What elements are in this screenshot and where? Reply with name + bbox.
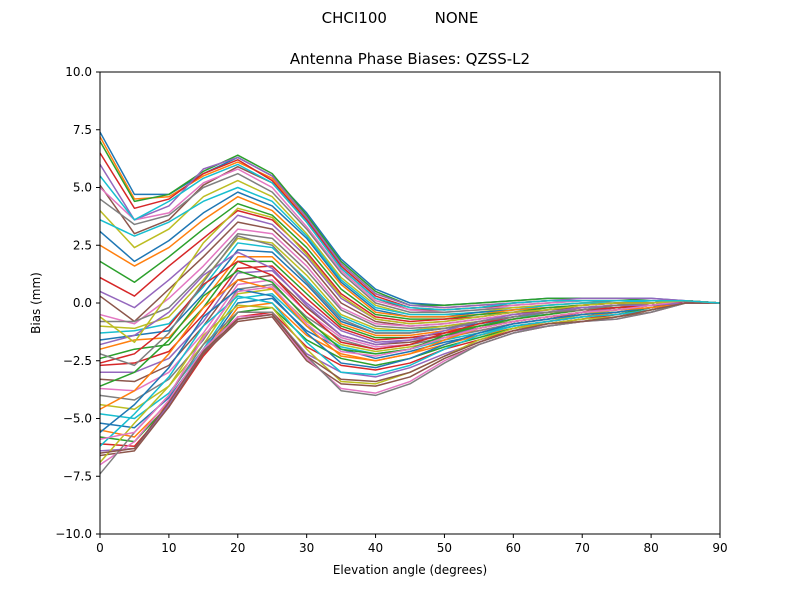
series-line-1 (99, 131, 721, 307)
y-axis-label: Bias (mm) (29, 272, 43, 334)
y-tick-label: −5.0 (63, 412, 92, 426)
x-tick-label: 50 (437, 541, 452, 555)
series-line-38 (99, 302, 720, 475)
y-tick-label: 7.5 (73, 123, 92, 137)
y-tick-label: 5.0 (73, 181, 92, 195)
y-tick-label: 0.0 (73, 296, 92, 310)
y-tick-label: −7.5 (63, 469, 92, 483)
series-layer (99, 131, 721, 475)
y-tick-label: −2.5 (63, 354, 92, 368)
y-tick-label: 10.0 (65, 65, 92, 79)
chart-title: Antenna Phase Biases: QZSS-L2 (290, 50, 530, 68)
y-tick-label: −10.0 (55, 527, 92, 541)
x-tick-label: 0 (96, 541, 104, 555)
x-tick-label: 70 (575, 541, 590, 555)
x-tick-label: 80 (643, 541, 658, 555)
series-line-47 (99, 286, 721, 441)
series-line-48 (99, 235, 721, 367)
x-tick-label: 90 (712, 541, 727, 555)
y-axis: −10.0 −7.5 −5.0 −2.5 0.0 2.5 5.0 7.5 10.0 (55, 65, 100, 541)
series-line-50 (99, 163, 721, 311)
x-tick-label: 40 (368, 541, 383, 555)
series-line-41 (99, 288, 720, 433)
series-line-5 (99, 156, 721, 309)
x-tick-label: 10 (161, 541, 176, 555)
series-line-44 (99, 260, 720, 364)
series-line-49 (99, 207, 721, 344)
x-axis: 0 10 20 30 40 50 60 70 80 90 (96, 534, 728, 555)
y-tick-label: 2.5 (73, 238, 92, 252)
x-tick-label: 30 (299, 541, 314, 555)
x-tick-label: 20 (230, 541, 245, 555)
figure-suptitle: CHCI100 NONE (321, 9, 479, 27)
series-line-46 (99, 302, 720, 454)
series-line-3 (99, 140, 721, 307)
series-line-40 (99, 295, 720, 447)
x-axis-label: Elevation angle (degrees) (333, 563, 487, 577)
series-line-39 (99, 302, 720, 463)
x-tick-label: 60 (506, 541, 521, 555)
